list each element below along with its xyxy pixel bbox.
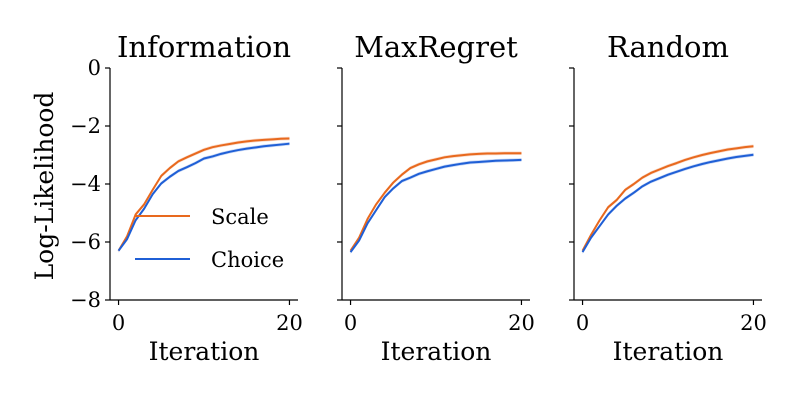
series-line-scale	[581, 145, 754, 252]
x-tick-label: 0	[344, 311, 357, 335]
x-tick-label: 20	[740, 311, 767, 335]
series-band-scale	[118, 136, 290, 253]
panel-title: MaxRegret	[354, 30, 518, 64]
panel-title: Information	[117, 30, 291, 64]
series-line-scale	[117, 137, 290, 252]
x-tick-label: 0	[576, 311, 589, 335]
panel-1: MaxRegret 0 20 Iteration	[337, 30, 535, 366]
series-line-choice	[581, 153, 754, 253]
panel-title: Random	[607, 30, 729, 64]
series-line-choice	[117, 142, 290, 252]
legend-label-choice: Choice	[211, 248, 284, 272]
series-band-scale	[350, 151, 522, 253]
x-axis-label: Iteration	[613, 337, 724, 366]
y-tick-label: −2	[70, 114, 101, 138]
series-band-choice	[582, 152, 754, 254]
x-axis-label: Iteration	[381, 337, 492, 366]
y-tick-label: 0	[88, 56, 101, 80]
y-tick-label: −4	[70, 172, 101, 196]
x-axis-label: Iteration	[149, 337, 260, 366]
legend: Scale Choice	[135, 205, 284, 272]
x-tick-label: 20	[276, 311, 303, 335]
series-line-scale	[349, 152, 522, 252]
y-tick-label: −6	[70, 230, 101, 254]
panel-0: Information 0 −2 −4 −6 −8 0 20 Iteration Log-Like…	[30, 30, 303, 366]
y-axis-label: Log-Likelihood	[30, 92, 59, 281]
series-band-scale	[582, 144, 754, 253]
x-tick-label: 20	[508, 311, 535, 335]
y-tick-label: −8	[70, 288, 101, 312]
panel-2: Random 0 20 Iteration	[569, 30, 767, 366]
legend-label-scale: Scale	[211, 205, 269, 229]
x-tick-label: 0	[112, 311, 125, 335]
series-line-choice	[349, 158, 522, 253]
